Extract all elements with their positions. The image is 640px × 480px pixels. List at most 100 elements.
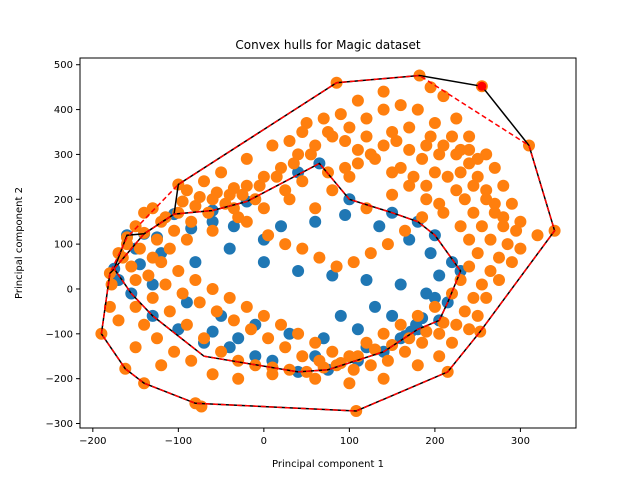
plot-frame bbox=[79, 57, 577, 429]
data-point bbox=[343, 350, 356, 363]
data-point bbox=[129, 341, 142, 354]
data-point bbox=[240, 152, 253, 165]
data-point bbox=[505, 256, 518, 269]
data-point bbox=[223, 242, 236, 255]
data-point bbox=[446, 130, 458, 143]
data-point bbox=[227, 314, 240, 327]
data-point bbox=[467, 206, 480, 219]
data-point bbox=[189, 200, 202, 212]
data-point bbox=[343, 170, 356, 183]
data-point bbox=[403, 143, 416, 156]
data-point bbox=[176, 287, 189, 300]
data-point bbox=[403, 233, 416, 246]
data-point bbox=[411, 359, 424, 372]
data-point bbox=[446, 336, 458, 349]
y-axis-title: Principal component 2 bbox=[14, 187, 25, 299]
data-point bbox=[180, 233, 193, 246]
data-point bbox=[488, 161, 501, 174]
data-point bbox=[394, 161, 407, 174]
data-point bbox=[195, 400, 208, 413]
data-point bbox=[296, 175, 309, 188]
data-point bbox=[351, 323, 364, 336]
x-tick-label: −100 bbox=[165, 436, 192, 447]
data-point bbox=[292, 265, 305, 277]
data-point bbox=[403, 121, 416, 134]
data-point bbox=[377, 327, 390, 340]
data-point bbox=[180, 318, 193, 331]
data-point bbox=[424, 247, 437, 260]
data-point bbox=[283, 135, 296, 147]
data-point bbox=[151, 332, 163, 345]
data-point bbox=[292, 148, 305, 161]
data-point bbox=[227, 182, 240, 195]
y-axis: −300 −200 −100 0 100 200 300 400 500 bbox=[46, 60, 80, 430]
data-point bbox=[416, 211, 429, 224]
data-point bbox=[450, 184, 463, 197]
data-point bbox=[227, 220, 240, 233]
data-point bbox=[240, 215, 253, 228]
data-point bbox=[471, 152, 484, 165]
data-point bbox=[326, 269, 339, 282]
data-point bbox=[138, 206, 151, 219]
y-tick-label: 500 bbox=[54, 60, 73, 71]
data-point bbox=[433, 197, 446, 210]
data-point bbox=[377, 85, 390, 98]
data-point bbox=[275, 220, 287, 233]
data-point bbox=[433, 350, 446, 363]
data-point bbox=[202, 206, 215, 219]
highlighted-point bbox=[477, 81, 487, 91]
data-point bbox=[309, 202, 322, 215]
data-point bbox=[129, 300, 142, 313]
data-point bbox=[488, 206, 501, 219]
data-point bbox=[155, 359, 168, 372]
data-point bbox=[168, 224, 181, 237]
data-point bbox=[257, 170, 270, 183]
data-point bbox=[399, 224, 411, 237]
data-point bbox=[471, 247, 484, 260]
data-point bbox=[501, 238, 514, 251]
data-point bbox=[428, 291, 441, 304]
data-point bbox=[249, 350, 262, 363]
data-point bbox=[403, 179, 416, 192]
data-point bbox=[343, 377, 356, 390]
x-axis-title: Principal component 1 bbox=[272, 459, 384, 470]
data-point bbox=[394, 318, 407, 331]
data-point bbox=[437, 316, 450, 329]
data-point bbox=[381, 238, 394, 251]
data-point bbox=[112, 314, 125, 327]
data-point bbox=[428, 166, 441, 179]
data-point bbox=[480, 193, 493, 206]
data-point bbox=[198, 332, 210, 345]
data-point bbox=[475, 220, 488, 233]
data-point bbox=[428, 300, 441, 313]
data-point bbox=[326, 184, 339, 197]
data-point bbox=[480, 291, 493, 304]
y-tick-label: 0 bbox=[67, 284, 73, 295]
data-point bbox=[351, 143, 364, 156]
data-point bbox=[514, 242, 527, 255]
data-point bbox=[317, 361, 330, 374]
data-point bbox=[215, 166, 228, 179]
data-point bbox=[232, 372, 245, 385]
data-point bbox=[193, 191, 206, 203]
data-point bbox=[377, 139, 390, 152]
data-point bbox=[172, 265, 185, 277]
y-tick-label: −200 bbox=[46, 374, 73, 385]
data-point bbox=[369, 300, 381, 313]
data-point bbox=[283, 327, 296, 340]
data-point bbox=[493, 251, 505, 264]
data-point bbox=[360, 112, 373, 125]
data-point bbox=[510, 224, 523, 237]
data-point bbox=[450, 148, 463, 161]
data-point bbox=[287, 157, 300, 170]
data-point bbox=[300, 117, 313, 129]
data-point bbox=[364, 247, 377, 260]
data-point bbox=[309, 215, 322, 228]
data-point bbox=[206, 325, 219, 338]
x-tick-label: 100 bbox=[340, 436, 359, 447]
data-point bbox=[309, 336, 322, 349]
data-point bbox=[210, 305, 223, 318]
data-point bbox=[232, 332, 245, 345]
data-point bbox=[262, 332, 275, 345]
